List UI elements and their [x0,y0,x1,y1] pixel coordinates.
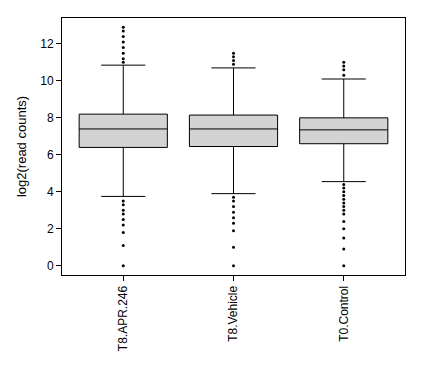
svg-text:T0.Control: T0.Control [337,286,351,342]
svg-text:10: 10 [40,74,54,88]
svg-text:12: 12 [40,37,54,51]
svg-text:T8.APR.246: T8.APR.246 [116,285,130,351]
svg-text:T8.Vehicle: T8.Vehicle [226,285,240,341]
svg-text:6: 6 [47,148,54,162]
svg-text:log2(read counts): log2(read counts) [14,96,29,197]
svg-text:2: 2 [47,222,54,236]
svg-text:4: 4 [47,185,54,199]
svg-text:0: 0 [47,259,54,273]
svg-text:8: 8 [47,111,54,125]
